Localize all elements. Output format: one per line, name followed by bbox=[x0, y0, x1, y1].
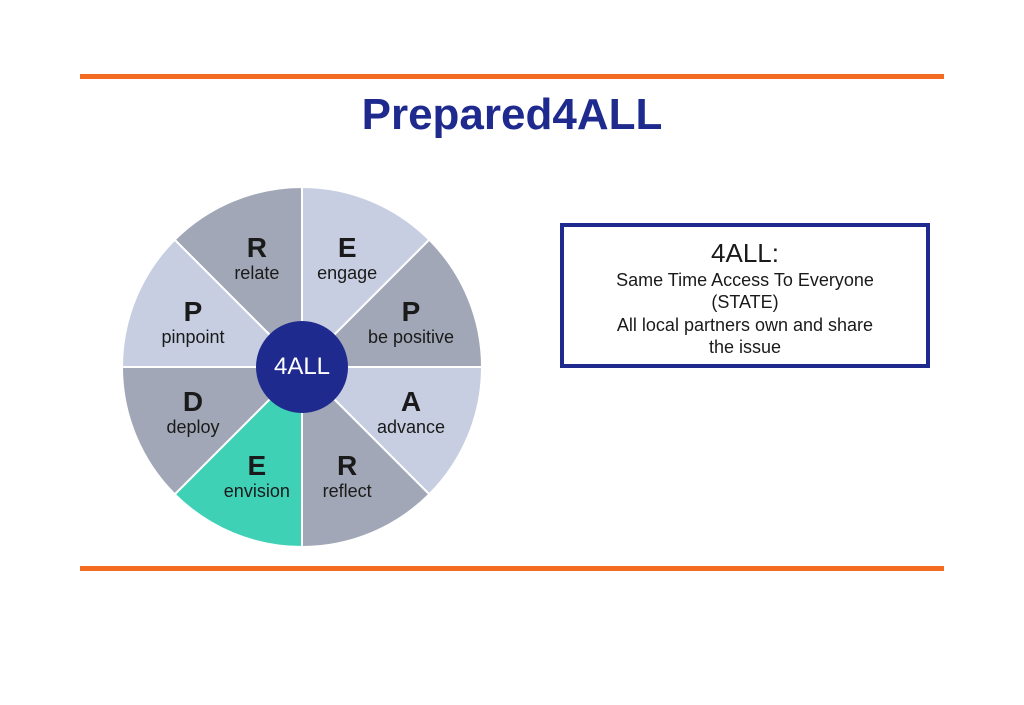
wheel-label-word: deploy bbox=[138, 418, 248, 438]
wheel-label-word: be positive bbox=[356, 328, 466, 348]
callout-body-line: the issue bbox=[582, 336, 908, 359]
wheel-labels: EengagePbe positiveAadvanceRreflectEenvi… bbox=[122, 187, 482, 547]
wheel-label-word: relate bbox=[202, 264, 312, 284]
wheel-label-engage: Eengage bbox=[292, 233, 402, 284]
wheel-label-letter: D bbox=[138, 387, 248, 418]
wheel-label-pinpoint: Ppinpoint bbox=[138, 297, 248, 348]
infographic-page: Prepared4ALL Eengage Pbe positive Aadvance… bbox=[0, 0, 1024, 705]
callout-body-line: All local partners own and share bbox=[582, 314, 908, 337]
divider-bottom bbox=[80, 566, 944, 571]
wheel-label-letter: R bbox=[202, 233, 312, 264]
wheel-label-letter: P bbox=[356, 297, 466, 328]
callout-body: Same Time Access To Everyone(STATE)All l… bbox=[582, 269, 908, 359]
prepared-wheel: EengagePbe positiveAadvanceRreflectEenvi… bbox=[122, 187, 482, 547]
callout-heading: 4ALL: bbox=[582, 239, 908, 269]
wheel-label-word: reflect bbox=[292, 482, 402, 502]
callout-body-line: (STATE) bbox=[582, 291, 908, 314]
callout-box: 4ALL: Same Time Access To Everyone(STATE… bbox=[560, 223, 930, 368]
wheel-label-be-positive: Pbe positive bbox=[356, 297, 466, 348]
wheel-label-word: envision bbox=[202, 482, 312, 502]
wheel-label-advance: Aadvance bbox=[356, 387, 466, 438]
callout-body-line: Same Time Access To Everyone bbox=[582, 269, 908, 292]
wheel-label-letter: A bbox=[356, 387, 466, 418]
wheel-label-letter: E bbox=[202, 451, 312, 482]
wheel-label-relate: Rrelate bbox=[202, 233, 312, 284]
wheel-label-envision: Eenvision bbox=[202, 451, 312, 502]
wheel-label-reflect: Rreflect bbox=[292, 451, 402, 502]
wheel-label-letter: R bbox=[292, 451, 402, 482]
page-title: Prepared4ALL bbox=[0, 90, 1024, 140]
wheel-label-letter: E bbox=[292, 233, 402, 264]
divider-top bbox=[80, 74, 944, 79]
wheel-label-word: pinpoint bbox=[138, 328, 248, 348]
wheel-label-word: engage bbox=[292, 264, 402, 284]
wheel-label-word: advance bbox=[356, 418, 466, 438]
wheel-label-letter: P bbox=[138, 297, 248, 328]
wheel-label-deploy: Ddeploy bbox=[138, 387, 248, 438]
